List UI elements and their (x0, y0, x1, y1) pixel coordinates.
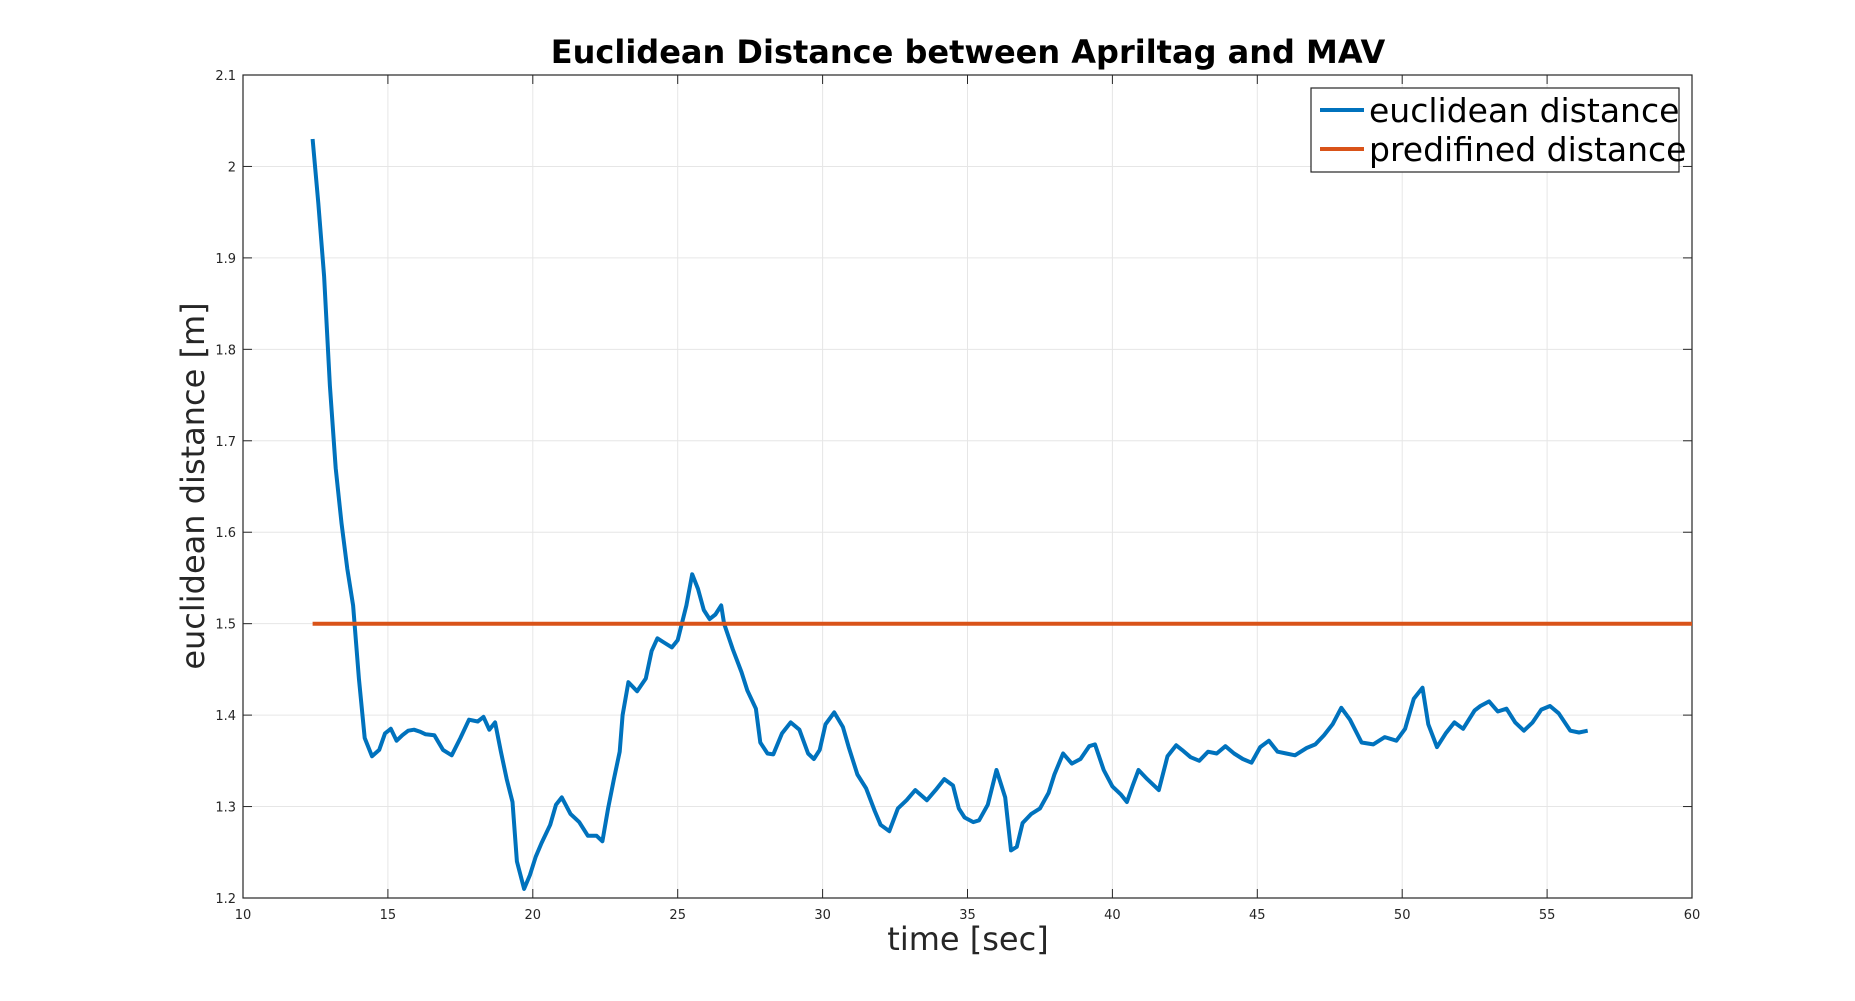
x-tick-label: 40 (1104, 908, 1121, 923)
x-axis-label: time [sec] (887, 920, 1048, 958)
x-tick-label: 10 (235, 908, 252, 923)
x-tick-label: 35 (959, 908, 976, 923)
y-tick-label: 1.6 (215, 526, 236, 541)
x-tick-label: 45 (1249, 908, 1266, 923)
x-tick-label: 20 (525, 908, 542, 923)
y-tick-label: 1.4 (215, 709, 236, 724)
grid-lines (242, 74, 1693, 899)
y-tick-label: 1.5 (215, 618, 236, 633)
plot-series (310, 138, 1692, 891)
legend: euclidean distance predifined distance (1310, 87, 1686, 173)
y-tick-label: 1.2 (215, 892, 236, 907)
y-tick-label: 1.3 (215, 801, 236, 816)
x-tick-label: 55 (1539, 908, 1556, 923)
y-axis-label: euclidean distance [m] (174, 302, 212, 669)
y-tick-label: 1.7 (215, 435, 236, 450)
x-tick-label: 60 (1684, 908, 1701, 923)
legend-label-euclidean-distance: euclidean distance (1369, 91, 1679, 130)
x-tick-label: 15 (380, 908, 397, 923)
y-tick-label: 1.8 (215, 343, 236, 358)
legend-box (1310, 87, 1680, 173)
x-tick-label: 25 (669, 908, 686, 923)
legend-label-predifined-distance: predifined distance (1369, 130, 1686, 169)
x-tick-label: 30 (814, 908, 831, 923)
y-tick-label: 1.9 (215, 252, 236, 267)
y-tick-label: 2.1 (215, 69, 236, 84)
series-line-euclidean-distance (310, 138, 1589, 891)
y-tick-label: 2 (228, 160, 236, 175)
axis-ticks: 10 15 20 25 30 35 40 45 50 55 60 1.2 1.3 1.4 1.5 1.6 1.7… (215, 69, 1700, 923)
chart-title: Euclidean Distance between Apriltag and … (551, 33, 1386, 71)
x-tick-label: 50 (1394, 908, 1411, 923)
